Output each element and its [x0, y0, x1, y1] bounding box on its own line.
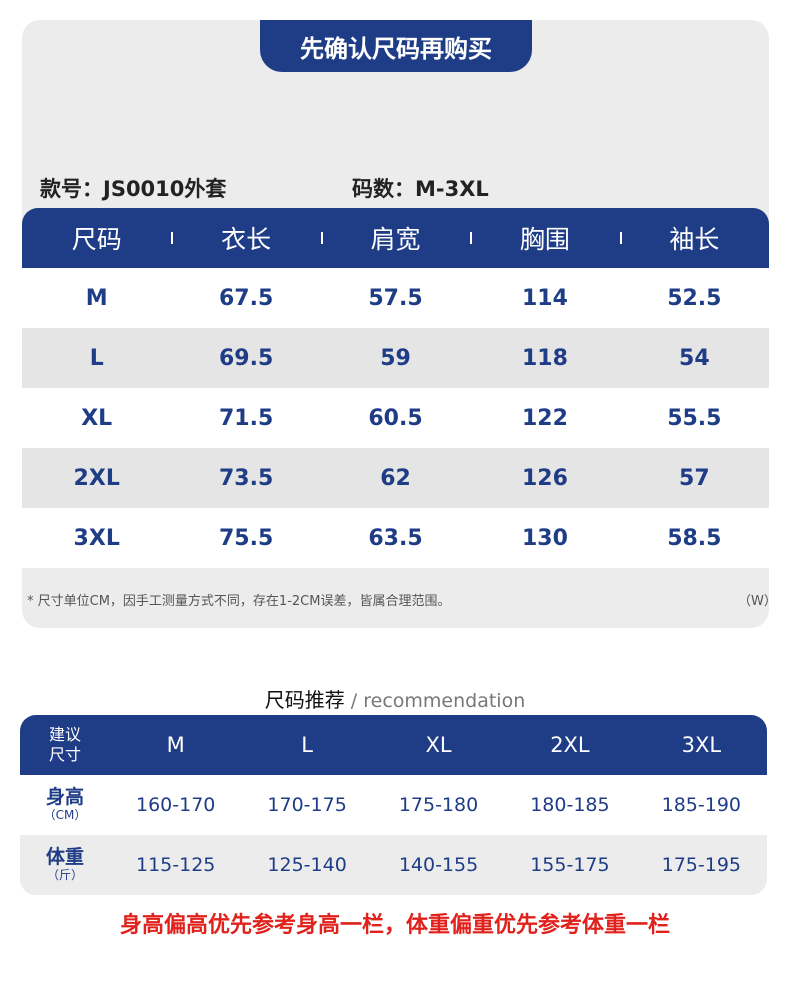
- cell-length: 75.5: [218, 525, 274, 551]
- cell-length: 67.5: [218, 285, 274, 311]
- table-row: 2XL 73.5 62 126 57: [22, 448, 769, 508]
- weight-range: 175-195: [661, 854, 742, 876]
- header-chest: 胸围: [470, 220, 619, 256]
- weight-range: 115-125: [136, 854, 216, 876]
- cell-size: 3XL: [73, 525, 120, 551]
- cell-chest: 118: [521, 345, 568, 371]
- height-label: 身高 （CM）: [20, 787, 110, 823]
- height-range: 175-180: [398, 794, 479, 816]
- cell-shoulder: 59: [380, 345, 411, 371]
- cell-shoulder: 62: [380, 465, 411, 491]
- rec-header-size: 3XL: [681, 733, 722, 757]
- weight-label-text: 体重: [45, 846, 84, 868]
- suggested-size-label: 建议 尺寸: [20, 725, 110, 765]
- cell-length: 71.5: [218, 405, 274, 431]
- rec-header-size: XL: [425, 733, 452, 757]
- header-shoulder: 肩宽: [320, 220, 470, 256]
- cell-chest: 126: [521, 465, 568, 491]
- height-unit: （CM）: [43, 808, 87, 822]
- recommendation-title: 尺码推荐 / recommendation: [0, 684, 790, 713]
- cell-sleeve: 55.5: [667, 405, 722, 431]
- cell-sleeve: 54: [679, 345, 710, 371]
- corner-line-2: 尺寸: [48, 745, 81, 764]
- cell-size: L: [89, 345, 104, 371]
- size-table-header: 尺码 衣长 肩宽 胸围 袖长: [22, 208, 769, 268]
- cell-shoulder: 63.5: [368, 525, 423, 551]
- confirm-size-banner: 先确认尺码再购买: [260, 20, 532, 72]
- header-length: 衣长: [171, 220, 320, 256]
- corner-line-1: 建议: [48, 725, 81, 744]
- table-row: XL 71.5 60.5 122 55.5: [22, 388, 769, 448]
- cell-size: XL: [81, 405, 113, 431]
- cell-size: M: [85, 285, 108, 311]
- note-tag: （W）: [738, 594, 777, 609]
- height-range: 170-175: [267, 794, 347, 816]
- height-label-text: 身高: [45, 786, 84, 808]
- measurement-note: * 尺寸单位CM，因手工测量方式不同，存在1-2CM误差，皆属合理范围。: [27, 594, 451, 609]
- header-sleeve: 袖长: [619, 220, 769, 256]
- cell-chest: 122: [521, 405, 568, 431]
- cell-size: 2XL: [73, 465, 120, 491]
- weight-range: 140-155: [398, 854, 479, 876]
- cell-length: 73.5: [218, 465, 274, 491]
- cell-sleeve: 57: [679, 465, 710, 491]
- rec-header-size: L: [301, 733, 313, 757]
- size-advice-note: 身高偏高优先参考身高一栏，体重偏重优先参考体重一栏: [119, 913, 670, 938]
- recommendation-table-header: 建议 尺寸 M L XL 2XL 3XL: [20, 715, 767, 775]
- height-range: 180-185: [530, 794, 610, 816]
- height-range: 160-170: [136, 794, 216, 816]
- table-row: L 69.5 59 118 54: [22, 328, 769, 388]
- table-row: 3XL 75.5 63.5 130 58.5: [22, 508, 769, 568]
- cell-chest: 114: [521, 285, 568, 311]
- recommendation-title-cn: 尺码推荐: [264, 688, 345, 712]
- weight-range: 155-175: [530, 854, 610, 876]
- weight-unit: （斤）: [46, 868, 83, 882]
- rec-header-size: M: [166, 733, 185, 757]
- weight-label: 体重 （斤）: [20, 847, 110, 883]
- weight-range: 125-140: [267, 854, 347, 876]
- recommendation-title-en: / recommendation: [344, 690, 526, 712]
- size-range: 码数：M-3XL: [352, 177, 489, 201]
- height-row: 身高 （CM） 160-170 170-175 175-180 180-185 …: [20, 775, 767, 835]
- weight-row-bg: [20, 835, 767, 895]
- cell-chest: 130: [521, 525, 568, 551]
- cell-length: 69.5: [218, 345, 274, 371]
- rec-header-size: 2XL: [550, 733, 590, 757]
- cell-sleeve: 52.5: [667, 285, 722, 311]
- cell-shoulder: 57.5: [368, 285, 423, 311]
- cell-shoulder: 60.5: [368, 405, 423, 431]
- header-size: 尺码: [71, 225, 122, 254]
- cell-sleeve: 58.5: [667, 525, 722, 551]
- table-row: M 67.5 57.5 114 52.5: [22, 268, 769, 328]
- style-number: 款号：JS0010外套: [40, 177, 227, 201]
- height-range: 185-190: [661, 794, 742, 816]
- weight-row: 体重 （斤） 115-125 125-140 140-155 155-175 1…: [20, 835, 767, 895]
